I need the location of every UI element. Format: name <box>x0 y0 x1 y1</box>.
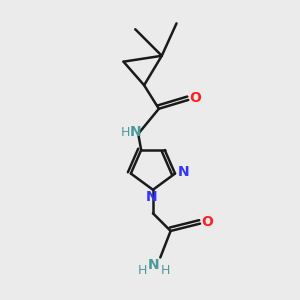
Text: O: O <box>190 92 202 106</box>
Text: H: H <box>137 264 147 277</box>
Text: N: N <box>178 165 189 179</box>
Text: H: H <box>161 264 170 277</box>
Text: N: N <box>130 125 141 139</box>
Text: H: H <box>121 126 130 139</box>
Text: O: O <box>202 215 213 229</box>
Text: N: N <box>148 258 160 272</box>
Text: N: N <box>146 190 157 204</box>
